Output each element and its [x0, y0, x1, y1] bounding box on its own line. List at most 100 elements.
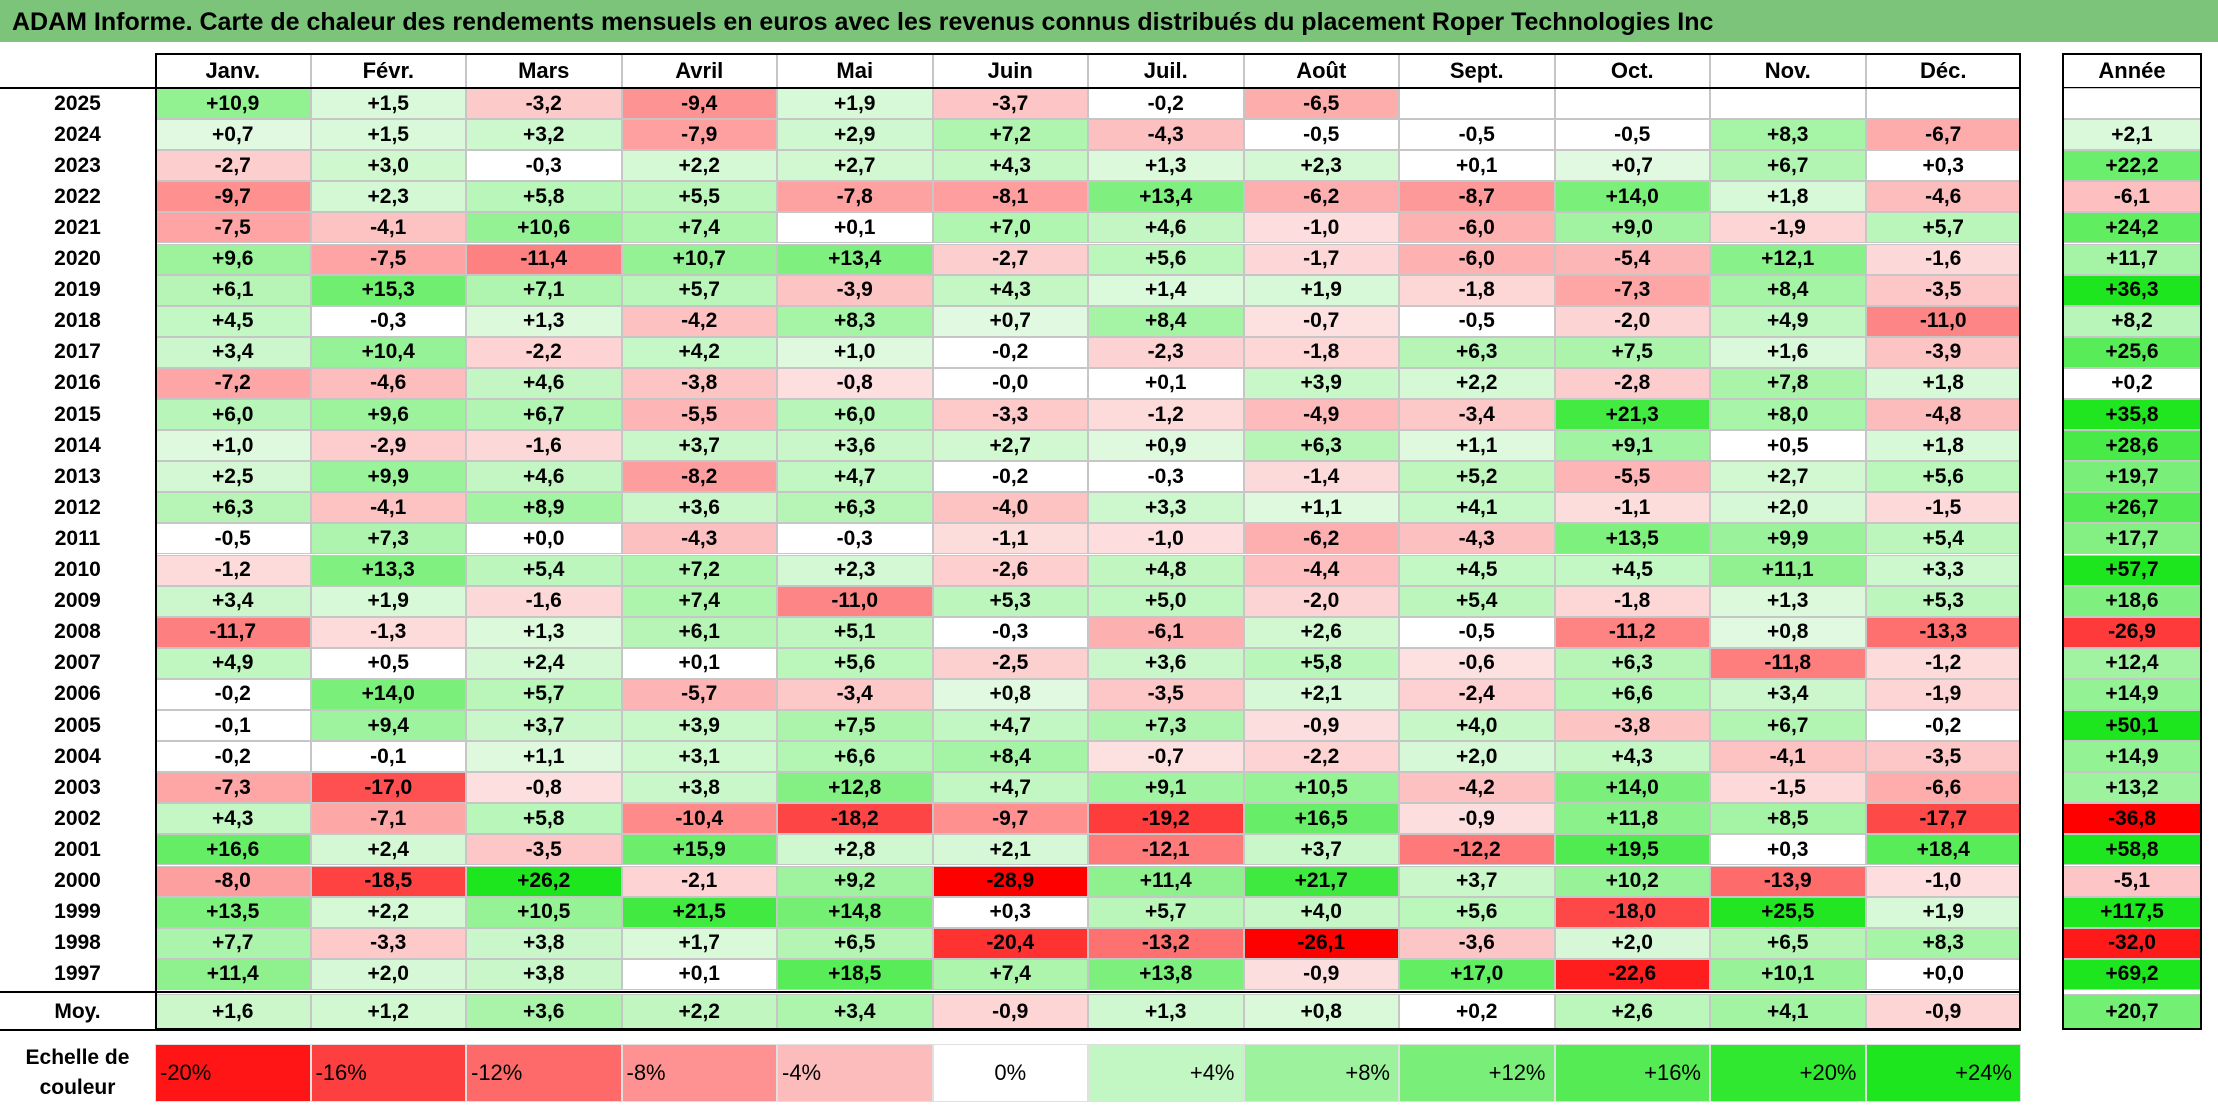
heatmap-cell: +8,9 — [466, 492, 622, 524]
heatmap-cell: +6,0 — [155, 399, 311, 431]
heatmap-cell: +4,8 — [1088, 554, 1244, 586]
heatmap-cell: +0,9 — [1088, 430, 1244, 462]
heatmap-cell: +0,0 — [466, 523, 622, 555]
heatmap-cell: +2,3 — [777, 554, 933, 586]
heatmap-cell: -6,0 — [1399, 243, 1555, 275]
heatmap-cell: +5,6 — [1865, 461, 2021, 493]
annual-cell: +14,9 — [2062, 741, 2202, 773]
annual-cell: +24,2 — [2062, 212, 2202, 244]
heatmap-cell: +5,4 — [1865, 523, 2021, 555]
year-label: 2018 — [54, 309, 101, 333]
heatmap-cell: +6,6 — [777, 741, 933, 773]
heatmap-cell: -3,7 — [932, 88, 1088, 120]
annual-cell: -36,8 — [2062, 803, 2202, 835]
annual-cell: +0,2 — [2062, 367, 2202, 399]
annual-cell: +36,3 — [2062, 274, 2202, 306]
heatmap-cell: +6,7 — [1710, 150, 1866, 182]
heatmap-cell: +7,7 — [155, 927, 311, 959]
heatmap-cell: -0,5 — [1399, 616, 1555, 648]
heatmap-cell: -4,3 — [1088, 119, 1244, 151]
year-label: 2020 — [54, 247, 101, 271]
average-label: Moy. — [54, 999, 101, 1023]
heatmap-cell: -1,0 — [1865, 865, 2021, 897]
heatmap-cell: -28,9 — [932, 865, 1088, 897]
heatmap-cell: +10,4 — [310, 336, 466, 368]
annual-cell: +28,6 — [2062, 430, 2202, 462]
heatmap-cell: +16,5 — [1243, 803, 1399, 835]
year-label: 1999 — [54, 900, 101, 924]
heatmap-cell: -1,1 — [932, 523, 1088, 555]
heatmap-cell: +6,6 — [1554, 678, 1710, 710]
heatmap-cell: -7,9 — [621, 119, 777, 151]
heatmap-cell: +8,4 — [932, 741, 1088, 773]
heatmap-cell: -0,8 — [466, 772, 622, 804]
scale-swatch: -20% — [155, 1044, 311, 1102]
heatmap-cell: -4,6 — [310, 367, 466, 399]
heatmap-cell — [1554, 88, 1710, 120]
heatmap-cell: +2,6 — [1243, 616, 1399, 648]
heatmap-cell: -5,7 — [621, 678, 777, 710]
year-label: 2023 — [54, 153, 101, 177]
heatmap-cell: +1,3 — [466, 616, 622, 648]
heatmap-cell: +0,8 — [932, 678, 1088, 710]
heatmap-cell: +6,7 — [466, 399, 622, 431]
month-header: Avril — [621, 53, 777, 88]
heatmap-cell: -0,9 — [1243, 710, 1399, 742]
scale-swatch: 0% — [932, 1044, 1088, 1102]
heatmap-cell: +8,3 — [777, 305, 933, 337]
heatmap-cell: -1,5 — [1710, 772, 1866, 804]
heatmap-cell: -2,5 — [932, 647, 1088, 679]
heatmap-cell: +3,0 — [310, 150, 466, 182]
heatmap-cell: -13,9 — [1710, 865, 1866, 897]
heatmap-cell: +2,9 — [777, 119, 933, 151]
year-label: 2008 — [54, 620, 101, 644]
annual-cell: +18,6 — [2062, 585, 2202, 617]
heatmap-cell: +10,5 — [466, 896, 622, 928]
heatmap-cell: -11,7 — [155, 616, 311, 648]
heatmap-cell: +19,5 — [1554, 834, 1710, 866]
heatmap-cell: +2,5 — [155, 461, 311, 493]
scale-swatch: +24% — [1865, 1044, 2021, 1102]
month-header: Sept. — [1399, 53, 1555, 88]
heatmap-cell: -0,5 — [155, 523, 311, 555]
average-bottom — [0, 1028, 2021, 1031]
heatmap-cell: +14,0 — [1554, 772, 1710, 804]
heatmap-cell: -10,4 — [621, 803, 777, 835]
heatmap-cell: -1,8 — [1243, 336, 1399, 368]
annual-cell: +12,4 — [2062, 647, 2202, 679]
year-label: 2005 — [54, 713, 101, 737]
year-label: 2000 — [54, 869, 101, 893]
heatmap-cell: +3,7 — [621, 430, 777, 462]
annual-cell: +13,2 — [2062, 772, 2202, 804]
heatmap-cell: -0,8 — [777, 367, 933, 399]
heatmap-cell: +6,1 — [155, 274, 311, 306]
heatmap-cell: -9,4 — [621, 88, 777, 120]
annual-cell: -32,0 — [2062, 927, 2202, 959]
heatmap-cell: -2,8 — [1554, 367, 1710, 399]
heatmap-cell: -6,7 — [1865, 119, 2021, 151]
heatmap-cell: +3,8 — [466, 958, 622, 990]
heatmap-cell: +3,6 — [1088, 647, 1244, 679]
heatmap-cell: +4,5 — [1399, 554, 1555, 586]
heatmap-cell: +5,3 — [932, 585, 1088, 617]
heatmap-cell: +2,3 — [1243, 150, 1399, 182]
heatmap-cell: +3,4 — [155, 585, 311, 617]
average-cell: +2,2 — [621, 993, 777, 1030]
heatmap-cell: +4,0 — [1399, 710, 1555, 742]
scale-swatch: +8% — [1243, 1044, 1399, 1102]
month-header: Juil. — [1088, 53, 1244, 88]
heatmap-cell: +9,2 — [777, 865, 933, 897]
heatmap-cell: -0,5 — [1399, 119, 1555, 151]
heatmap-cell: -4,1 — [310, 212, 466, 244]
heatmap-cell: -18,5 — [310, 865, 466, 897]
heatmap-cell: +0,3 — [1710, 834, 1866, 866]
heatmap-cell: -1,1 — [1554, 492, 1710, 524]
heatmap-cell: +7,3 — [310, 523, 466, 555]
scale-swatch: +20% — [1710, 1044, 1866, 1102]
heatmap-cell: -0,2 — [932, 461, 1088, 493]
heatmap-cell: +4,0 — [1243, 896, 1399, 928]
month-header: Nov. — [1710, 53, 1866, 88]
heatmap-cell: +8,5 — [1710, 803, 1866, 835]
heatmap-cell: -3,6 — [1399, 927, 1555, 959]
heatmap-cell: +3,4 — [1710, 678, 1866, 710]
